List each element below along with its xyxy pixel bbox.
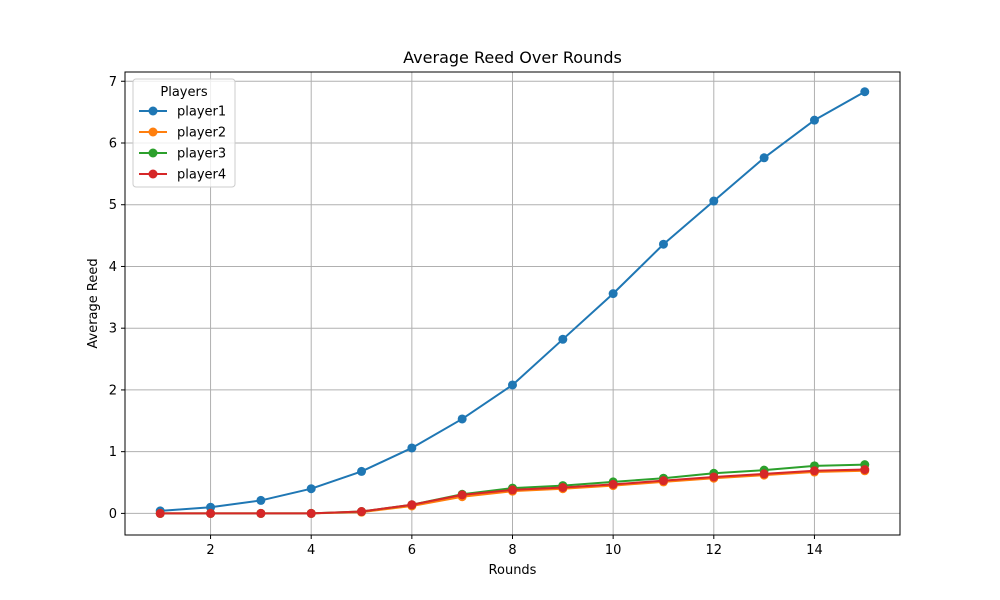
legend-marker: [148, 106, 158, 116]
x-tick-label: 12: [706, 543, 723, 558]
data-point: [709, 196, 719, 206]
data-point: [759, 153, 769, 163]
y-tick-label: 3: [109, 322, 117, 337]
legend-marker: [148, 148, 158, 158]
data-point: [860, 465, 870, 475]
y-tick-label: 6: [109, 136, 117, 151]
y-tick-label: 1: [109, 445, 117, 460]
legend-label: player1: [177, 105, 226, 120]
data-point: [457, 414, 467, 424]
data-point: [558, 482, 568, 492]
x-tick-label: 2: [206, 543, 214, 558]
data-point: [457, 490, 467, 500]
y-tick-label: 2: [109, 383, 117, 398]
y-tick-label: 7: [109, 75, 117, 90]
data-point: [759, 469, 769, 479]
x-axis-label: Rounds: [489, 563, 537, 578]
x-tick-label: 10: [605, 543, 622, 558]
data-point: [206, 508, 216, 518]
legend-item-player2: player2: [139, 126, 226, 141]
y-tick-label: 0: [109, 507, 117, 522]
data-point: [558, 334, 568, 344]
data-point: [608, 479, 618, 489]
legend-marker: [148, 127, 158, 137]
y-tick-label: 5: [109, 198, 117, 213]
legend-item-player3: player3: [139, 147, 226, 162]
data-point: [306, 508, 316, 518]
data-point: [357, 466, 367, 476]
y-tick-label: 4: [109, 260, 117, 275]
data-point: [658, 239, 668, 249]
legend-marker: [148, 169, 158, 179]
data-point: [608, 289, 618, 299]
data-point: [508, 380, 517, 390]
data-point: [407, 500, 417, 510]
data-point: [407, 443, 417, 453]
data-point: [658, 476, 668, 486]
data-point: [860, 87, 870, 97]
legend-item-player1: player1: [139, 105, 226, 120]
legend-label: player2: [177, 126, 226, 141]
legend-item-player4: player4: [139, 168, 226, 183]
y-axis-ticks: 0 1 2 3 4 5 6 7: [109, 75, 125, 522]
legend-items: player1 player2 player3 player4: [139, 105, 226, 183]
grid: [125, 72, 900, 535]
data-point: [206, 502, 216, 512]
x-tick-label: 14: [806, 543, 823, 558]
x-tick-label: 6: [408, 543, 416, 558]
data-point: [256, 495, 266, 505]
data-point: [508, 485, 517, 495]
data-point: [306, 484, 316, 494]
legend: Players player1 player2 player3 player4: [132, 78, 236, 188]
data-point: [357, 507, 367, 517]
legend-box: [132, 78, 236, 188]
data-point: [256, 508, 266, 518]
series-player4: [155, 465, 870, 518]
chart-title: Average Reed Over Rounds: [403, 48, 622, 67]
x-tick-label: 8: [508, 543, 516, 558]
data-point: [809, 115, 819, 125]
data-point: [709, 472, 719, 482]
legend-title: Players: [160, 85, 207, 100]
x-tick-label: 4: [307, 543, 315, 558]
y-axis-label: Average Reed: [86, 258, 101, 348]
x-axis-ticks: 2 4 6 8 10 12 14: [206, 535, 823, 558]
data-point: [155, 508, 165, 518]
data-point: [809, 466, 819, 476]
legend-label: player3: [177, 147, 226, 162]
series-layer: [155, 87, 870, 518]
legend-label: player4: [177, 168, 226, 183]
